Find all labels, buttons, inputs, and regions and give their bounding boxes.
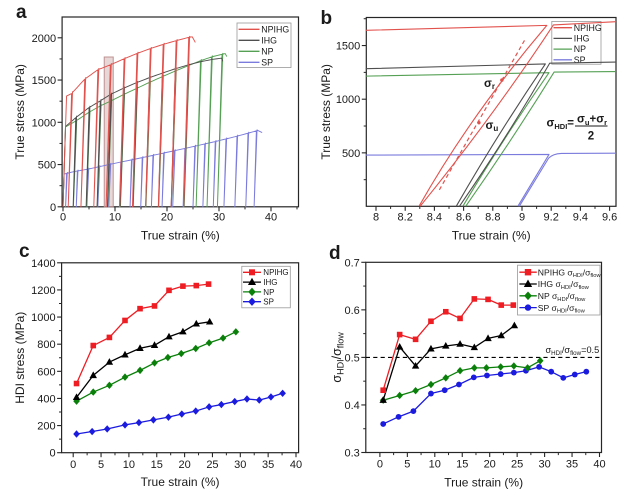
svg-text:40: 40 — [593, 459, 605, 471]
svg-text:0: 0 — [49, 448, 55, 460]
svg-text:9.2: 9.2 — [544, 212, 559, 224]
svg-text:5: 5 — [98, 459, 104, 471]
svg-text:NP: NP — [574, 44, 586, 54]
svg-text:15: 15 — [151, 459, 163, 471]
svg-text:40: 40 — [290, 459, 302, 471]
svg-text:SP σHDI/σflow: SP σHDI/σflow — [538, 303, 586, 315]
svg-text:NP: NP — [261, 46, 273, 56]
svg-text:c: c — [19, 241, 30, 262]
svg-text:0.3: 0.3 — [345, 448, 360, 460]
svg-text:0.7: 0.7 — [345, 257, 360, 269]
svg-text:0.6: 0.6 — [345, 305, 360, 317]
svg-text:σu+σr: σu+σr — [577, 114, 607, 128]
svg-text:a: a — [16, 2, 27, 23]
svg-text:SP: SP — [263, 298, 274, 307]
svg-text:0.4: 0.4 — [345, 400, 360, 412]
svg-text:1500: 1500 — [336, 41, 360, 53]
svg-text:NPIHG: NPIHG — [574, 23, 602, 33]
svg-text:1000: 1000 — [336, 94, 360, 106]
svg-text:1400: 1400 — [31, 258, 55, 270]
svg-text:NP: NP — [263, 288, 274, 297]
svg-text:0: 0 — [60, 212, 66, 224]
svg-text:500: 500 — [342, 148, 360, 160]
svg-text:20: 20 — [161, 212, 173, 224]
svg-text:10: 10 — [429, 459, 441, 471]
svg-text:d: d — [329, 243, 341, 264]
svg-text:σu: σu — [486, 120, 499, 133]
svg-text:25: 25 — [206, 459, 218, 471]
svg-text:2: 2 — [588, 130, 594, 142]
svg-text:30: 30 — [538, 459, 550, 471]
svg-text:IHG: IHG — [263, 278, 277, 287]
svg-text:30: 30 — [213, 212, 225, 224]
svg-text:35: 35 — [566, 459, 578, 471]
svg-text:σHDI=: σHDI= — [547, 118, 575, 132]
svg-text:0: 0 — [70, 459, 76, 471]
svg-text:500: 500 — [38, 160, 56, 172]
svg-text:True strain (%): True strain (%) — [141, 475, 220, 489]
svg-text:IHG: IHG — [574, 34, 590, 44]
svg-text:400: 400 — [37, 393, 55, 405]
svg-text:8.4: 8.4 — [427, 212, 442, 224]
svg-text:True stress (MPa): True stress (MPa) — [13, 64, 27, 160]
svg-text:30: 30 — [234, 459, 246, 471]
svg-text:1200: 1200 — [31, 285, 55, 297]
svg-text:9: 9 — [519, 212, 525, 224]
svg-text:SP: SP — [261, 57, 273, 67]
svg-text:25: 25 — [511, 459, 523, 471]
svg-text:True strain (%): True strain (%) — [452, 229, 531, 243]
svg-text:SP: SP — [574, 55, 586, 65]
svg-text:20: 20 — [178, 459, 190, 471]
svg-text:IHG: IHG — [261, 35, 277, 45]
svg-text:σr: σr — [484, 78, 495, 91]
svg-text:IHG σHDI/σflow: IHG σHDI/σflow — [538, 279, 590, 291]
svg-text:8.2: 8.2 — [398, 212, 413, 224]
svg-text:8: 8 — [373, 212, 379, 224]
svg-text:NPIHG σHDI/σflow: NPIHG σHDI/σflow — [538, 267, 602, 279]
svg-text:5: 5 — [404, 459, 410, 471]
svg-text:10: 10 — [123, 459, 135, 471]
svg-text:15: 15 — [456, 459, 468, 471]
svg-text:200: 200 — [37, 421, 55, 433]
svg-text:35: 35 — [262, 459, 274, 471]
svg-text:NPIHG: NPIHG — [263, 268, 288, 277]
svg-text:1000: 1000 — [31, 312, 55, 324]
svg-text:40: 40 — [265, 212, 277, 224]
svg-text:1500: 1500 — [32, 75, 56, 87]
svg-text:20: 20 — [484, 459, 496, 471]
svg-text:0: 0 — [50, 202, 56, 214]
svg-text:True strain (%): True strain (%) — [141, 229, 220, 243]
svg-text:b: b — [321, 8, 333, 29]
svg-text:8.8: 8.8 — [485, 212, 500, 224]
svg-text:0.5: 0.5 — [345, 352, 360, 364]
svg-text:600: 600 — [37, 366, 55, 378]
svg-text:800: 800 — [37, 339, 55, 351]
svg-text:2000: 2000 — [32, 33, 56, 45]
svg-text:NPIHG: NPIHG — [261, 24, 289, 34]
svg-text:9.4: 9.4 — [573, 212, 588, 224]
svg-text:True stress (MPa): True stress (MPa) — [319, 64, 333, 160]
svg-text:1000: 1000 — [32, 117, 56, 129]
svg-text:HDI stress (MPa): HDI stress (MPa) — [13, 312, 27, 404]
svg-text:NP σHDI/σflow: NP σHDI/σflow — [538, 291, 586, 303]
svg-text:10: 10 — [109, 212, 121, 224]
svg-text:9.6: 9.6 — [602, 212, 617, 224]
svg-text:0: 0 — [377, 459, 383, 471]
svg-text:8.6: 8.6 — [456, 212, 471, 224]
svg-text:True strain (%): True strain (%) — [444, 476, 523, 490]
